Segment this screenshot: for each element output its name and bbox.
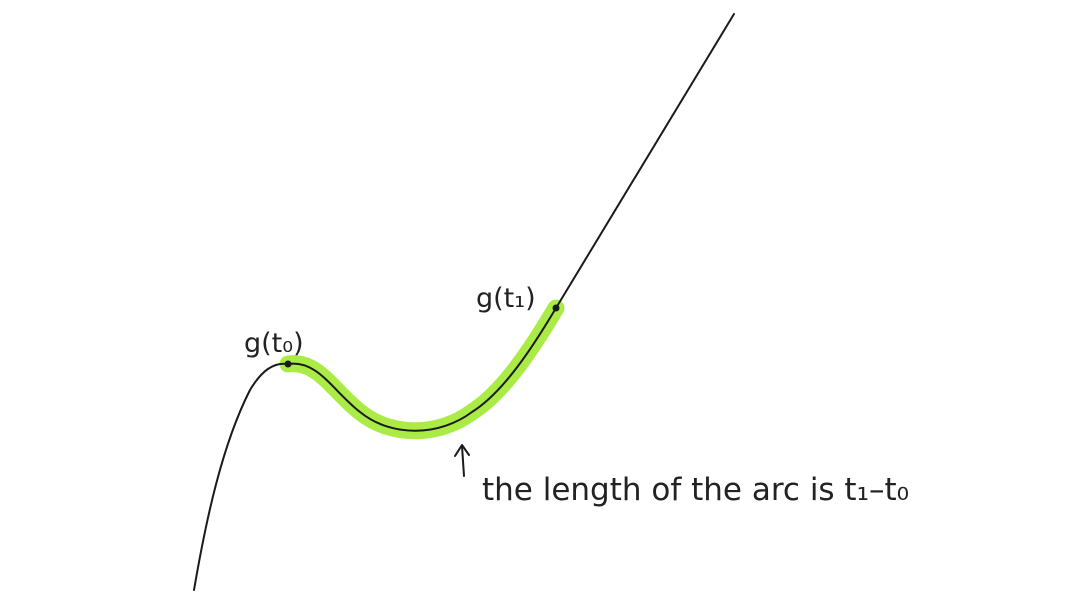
curve-left-segment <box>193 362 289 591</box>
arc-length-caption: the length of the arc is t₁–t₀ <box>482 472 909 508</box>
up-arrow-icon <box>454 444 470 477</box>
curve-arc-segment <box>287 307 557 432</box>
curve-right-segment <box>555 13 735 309</box>
end-point-label: g(t₁) <box>476 283 536 314</box>
end-point-marker <box>552 304 560 312</box>
start-point-label: g(t₀) <box>244 328 304 359</box>
start-point-marker <box>284 360 292 368</box>
